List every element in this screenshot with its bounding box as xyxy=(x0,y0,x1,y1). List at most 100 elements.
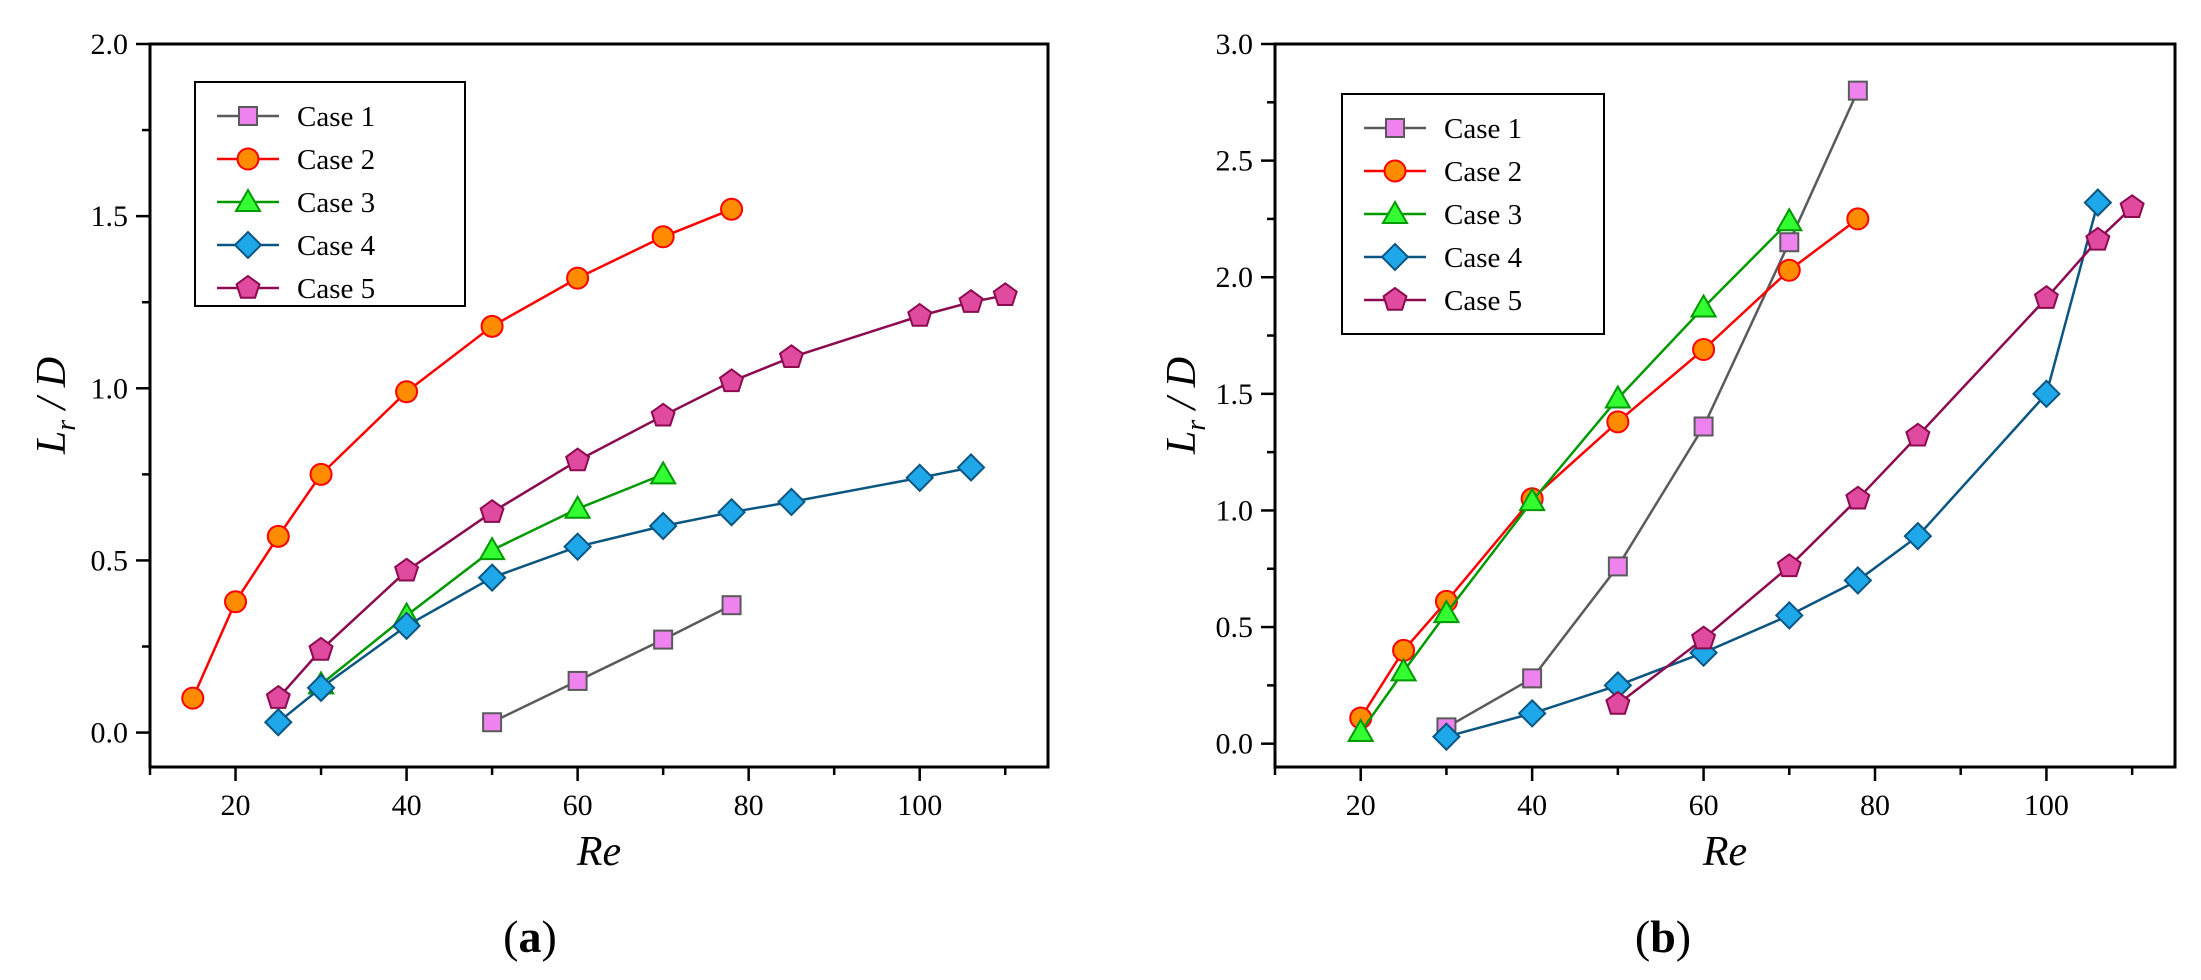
y-axis-label-text: Lr / D xyxy=(29,357,82,455)
data-point xyxy=(263,707,293,737)
data-point xyxy=(956,453,986,482)
data-point xyxy=(563,494,592,519)
series-line xyxy=(277,294,1006,699)
data-point xyxy=(778,344,804,368)
x-tick-label: 20 xyxy=(221,789,251,822)
legend-swatch-marker xyxy=(1385,118,1405,138)
data-point xyxy=(395,380,419,404)
data-point xyxy=(1693,416,1714,437)
data-point xyxy=(1605,690,1631,715)
data-point xyxy=(1691,625,1717,650)
data-point xyxy=(224,590,248,614)
legend-entry: Case 3 xyxy=(297,187,375,219)
data-point xyxy=(181,686,205,710)
data-point xyxy=(992,282,1018,306)
data-point xyxy=(1432,599,1461,624)
legend-entry: Case 5 xyxy=(297,273,375,305)
data-point xyxy=(1346,718,1375,743)
x-tick-label: 40 xyxy=(392,789,422,822)
data-point xyxy=(1846,207,1870,231)
data-point xyxy=(720,197,744,221)
y-tick-label: 1.0 xyxy=(1216,494,1254,527)
panel-b: 20 40 60 80 100 0.0 0.5 1.0 1.5 2.0 2.5 3.0 Re Lr / D… xyxy=(1159,28,2177,962)
data-point xyxy=(653,629,674,650)
y-tick-label: 1.0 xyxy=(91,372,129,405)
data-point xyxy=(2033,284,2059,309)
legend-entry: Case 1 xyxy=(297,101,375,133)
x-axis-label: Re xyxy=(576,829,621,875)
data-point xyxy=(265,684,291,709)
series-4 xyxy=(1432,188,2113,752)
data-point xyxy=(563,532,593,562)
y-tick-label: 2.0 xyxy=(91,28,129,61)
legend-entry: Case 2 xyxy=(297,144,375,176)
legend-swatch-marker xyxy=(235,274,261,299)
data-point xyxy=(721,595,742,616)
legend-entry: Case 2 xyxy=(1444,156,1522,188)
y-label-main: L xyxy=(1159,431,1205,455)
data-point xyxy=(479,498,505,523)
x-tick-label: 100 xyxy=(2024,789,2069,822)
data-point xyxy=(1389,657,1418,682)
data-point xyxy=(905,463,935,493)
data-point xyxy=(306,673,336,703)
data-point xyxy=(1518,487,1546,512)
series-line xyxy=(491,604,733,724)
data-point xyxy=(718,368,745,393)
data-point xyxy=(1692,338,1716,362)
series-line xyxy=(1445,90,1860,729)
x-tick-label: 60 xyxy=(563,789,593,822)
legend: Case 1 Case 2 Case 3 Case 4 Case 5 xyxy=(194,81,466,307)
data-point xyxy=(1847,80,1868,101)
data-point xyxy=(266,524,290,548)
data-point xyxy=(650,402,676,427)
plot-frame xyxy=(1273,42,2177,769)
data-point xyxy=(2085,226,2111,251)
data-point xyxy=(1905,422,1931,447)
data-point xyxy=(1607,556,1628,577)
data-point xyxy=(649,460,677,485)
y-label-tail: / D xyxy=(1159,357,1205,420)
panel-label: (b) xyxy=(1635,911,1691,962)
y-tick-label: 1.5 xyxy=(91,200,129,233)
data-point xyxy=(567,670,588,691)
x-tick-label: 100 xyxy=(897,789,942,822)
data-point xyxy=(1775,207,1804,232)
y-tick-label: 0.0 xyxy=(91,717,129,750)
data-point xyxy=(907,302,933,327)
data-point xyxy=(1517,698,1547,728)
y-label-subscript: r xyxy=(1181,420,1212,431)
data-point xyxy=(1843,566,1873,595)
series-line xyxy=(1617,206,2133,705)
series-2 xyxy=(1349,207,1870,730)
data-point xyxy=(1776,553,1802,578)
y-tick-label: 2.0 xyxy=(1216,261,1254,294)
data-point xyxy=(2119,194,2145,218)
data-point xyxy=(1774,600,1804,630)
data-point xyxy=(1432,722,1461,752)
legend: Case 1 Case 2 Case 3 Case 4 Case 5 xyxy=(1341,93,1605,335)
data-point xyxy=(477,563,507,593)
data-point xyxy=(308,636,334,661)
data-point xyxy=(1689,293,1718,318)
legend-swatch-marker xyxy=(1382,286,1408,311)
data-point xyxy=(2083,188,2113,218)
data-point xyxy=(648,511,678,541)
legend-swatch-marker xyxy=(1380,242,1410,272)
series-3 xyxy=(1346,207,1804,743)
data-point xyxy=(1779,232,1800,253)
y-tick-label: 0.5 xyxy=(1216,611,1254,644)
plot-frame xyxy=(148,42,1050,769)
legend-entry: Case 4 xyxy=(297,230,376,262)
y-tick-label: 0.5 xyxy=(91,544,129,577)
series-line xyxy=(277,466,972,724)
data-point xyxy=(480,314,504,338)
y-tick-label: 1.5 xyxy=(1216,378,1254,411)
y-axis-label: Lr / D xyxy=(29,357,82,455)
x-tick-label: 40 xyxy=(1517,789,1547,822)
y-tick-label: 2.5 xyxy=(1216,145,1254,178)
legend-swatch-marker xyxy=(234,187,262,212)
data-point xyxy=(651,225,675,249)
series-1 xyxy=(482,595,742,733)
